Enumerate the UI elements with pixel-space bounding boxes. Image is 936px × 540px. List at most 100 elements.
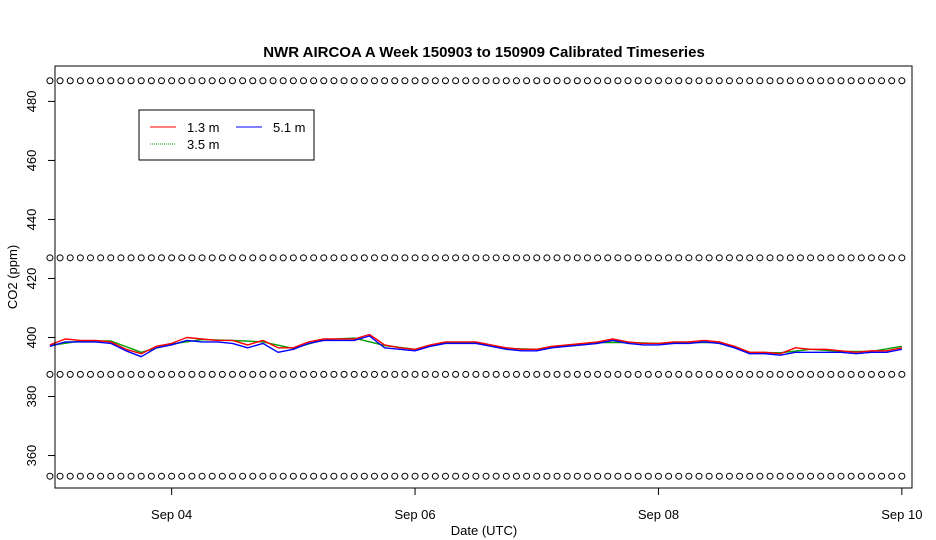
reference-point	[66, 77, 74, 85]
reference-point	[837, 77, 845, 85]
reference-point	[218, 77, 226, 85]
reference-point	[259, 254, 267, 262]
reference-point	[553, 77, 561, 85]
reference-point	[533, 370, 541, 378]
reference-point	[796, 254, 804, 262]
reference-point	[654, 254, 662, 262]
reference-point	[320, 370, 328, 378]
reference-point	[614, 472, 622, 480]
reference-point	[279, 370, 287, 378]
reference-point	[665, 472, 673, 480]
reference-point	[381, 254, 389, 262]
reference-point	[157, 77, 165, 85]
reference-point	[857, 370, 865, 378]
reference-point	[360, 472, 368, 480]
reference-point	[827, 370, 835, 378]
reference-point	[421, 77, 429, 85]
reference-point	[431, 77, 439, 85]
reference-point	[523, 77, 531, 85]
reference-point	[421, 370, 429, 378]
reference-point	[178, 254, 186, 262]
reference-point	[715, 370, 723, 378]
reference-point	[168, 254, 176, 262]
reference-point	[97, 77, 105, 85]
reference-point	[715, 77, 723, 85]
reference-point	[279, 472, 287, 480]
reference-point	[725, 370, 733, 378]
reference-point	[188, 77, 196, 85]
reference-point	[553, 370, 561, 378]
reference-point	[360, 370, 368, 378]
reference-point	[725, 472, 733, 480]
reference-point	[228, 254, 236, 262]
reference-point	[644, 370, 652, 378]
legend-label-2: 3.5 m	[187, 137, 220, 152]
reference-point	[675, 77, 683, 85]
reference-point	[462, 77, 470, 85]
reference-point	[188, 472, 196, 480]
reference-point	[269, 370, 277, 378]
reference-point	[502, 254, 510, 262]
reference-point	[198, 370, 206, 378]
reference-point	[370, 254, 378, 262]
x-axis-title: Date (UTC)	[451, 523, 517, 538]
reference-point	[512, 254, 520, 262]
reference-point	[239, 77, 247, 85]
reference-point	[178, 77, 186, 85]
reference-point	[563, 472, 571, 480]
reference-point	[198, 472, 206, 480]
reference-point	[462, 472, 470, 480]
reference-point	[350, 370, 358, 378]
reference-point	[563, 370, 571, 378]
reference-point	[644, 472, 652, 480]
reference-point	[665, 254, 673, 262]
reference-point	[107, 370, 115, 378]
reference-point	[168, 472, 176, 480]
reference-point	[502, 370, 510, 378]
reference-point	[259, 472, 267, 480]
reference-point	[817, 77, 825, 85]
reference-point	[634, 472, 642, 480]
reference-point	[776, 254, 784, 262]
legend: 1.3 m 5.1 m 3.5 m	[138, 109, 315, 161]
reference-point	[776, 77, 784, 85]
reference-point	[533, 77, 541, 85]
reference-point	[553, 254, 561, 262]
reference-point	[756, 370, 764, 378]
reference-point	[76, 370, 84, 378]
reference-point	[594, 77, 602, 85]
reference-point	[888, 370, 896, 378]
reference-point	[583, 77, 591, 85]
reference-point	[614, 254, 622, 262]
reference-point	[320, 254, 328, 262]
reference-point	[847, 370, 855, 378]
reference-point	[898, 254, 906, 262]
reference-point	[573, 370, 581, 378]
reference-point	[86, 370, 94, 378]
y-tick-label: 400	[24, 327, 39, 349]
y-axis: 360 380 400 420 440 460 480	[24, 91, 56, 467]
reference-point	[46, 370, 54, 378]
reference-point	[86, 254, 94, 262]
reference-point	[502, 77, 510, 85]
reference-point	[847, 472, 855, 480]
reference-point	[56, 472, 64, 480]
y-tick-label: 480	[24, 91, 39, 113]
reference-point	[888, 254, 896, 262]
reference-point	[452, 77, 460, 85]
y-tick-label: 360	[24, 445, 39, 467]
reference-point	[837, 254, 845, 262]
reference-point	[807, 370, 815, 378]
reference-point	[330, 370, 338, 378]
reference-point	[340, 254, 348, 262]
reference-point	[350, 472, 358, 480]
reference-point	[786, 370, 794, 378]
reference-point	[299, 370, 307, 378]
reference-point	[644, 254, 652, 262]
reference-point	[127, 370, 135, 378]
reference-point	[289, 77, 297, 85]
reference-point	[360, 254, 368, 262]
reference-point	[715, 254, 723, 262]
reference-point	[492, 472, 500, 480]
reference-point	[310, 77, 318, 85]
